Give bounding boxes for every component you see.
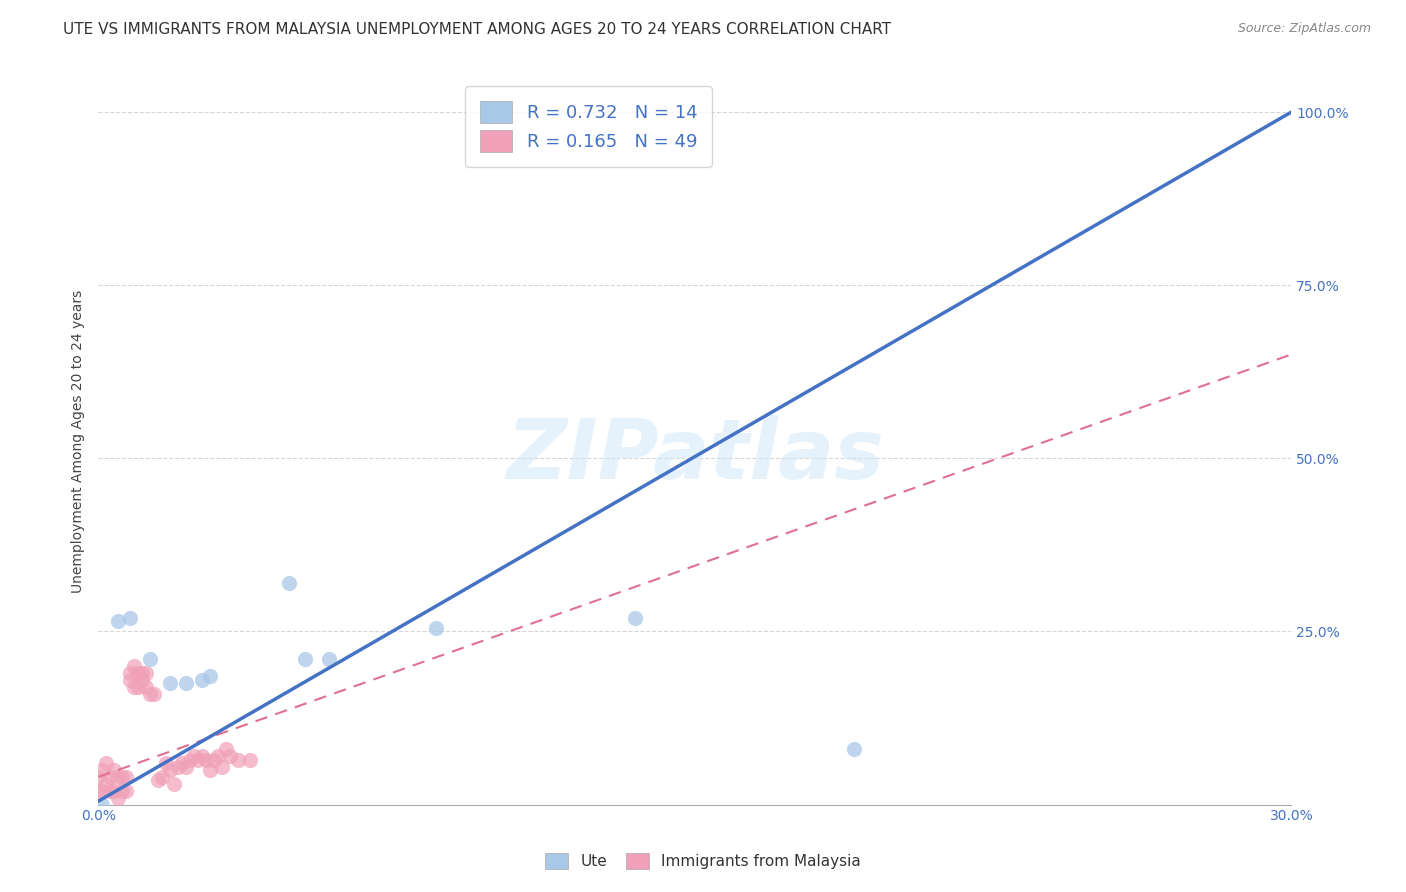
- Point: [183, 749, 205, 764]
- Point: [103, 763, 125, 777]
- Point: [624, 610, 647, 624]
- Point: [91, 797, 114, 812]
- Point: [238, 753, 260, 767]
- Point: [115, 770, 138, 784]
- Point: [207, 749, 229, 764]
- Point: [98, 770, 121, 784]
- Point: [120, 610, 142, 624]
- Legend: Ute, Immigrants from Malaysia: Ute, Immigrants from Malaysia: [540, 847, 866, 875]
- Point: [294, 652, 316, 666]
- Point: [842, 742, 865, 756]
- Point: [98, 784, 121, 798]
- Point: [159, 676, 181, 690]
- Point: [155, 756, 177, 770]
- Point: [179, 753, 201, 767]
- Point: [159, 763, 181, 777]
- Point: [127, 680, 149, 694]
- Point: [202, 753, 225, 767]
- Point: [127, 666, 149, 681]
- Point: [103, 784, 125, 798]
- Point: [122, 659, 145, 673]
- Point: [131, 666, 153, 681]
- Point: [139, 652, 162, 666]
- Point: [318, 652, 340, 666]
- Point: [278, 576, 301, 591]
- Point: [91, 763, 114, 777]
- Point: [96, 777, 118, 791]
- Point: [163, 777, 186, 791]
- Point: [111, 770, 134, 784]
- Point: [87, 770, 110, 784]
- Point: [198, 763, 221, 777]
- Point: [122, 680, 145, 694]
- Point: [187, 753, 209, 767]
- Point: [115, 784, 138, 798]
- Y-axis label: Unemployment Among Ages 20 to 24 years: Unemployment Among Ages 20 to 24 years: [72, 289, 86, 592]
- Point: [215, 742, 238, 756]
- Point: [218, 749, 240, 764]
- Point: [107, 770, 129, 784]
- Text: UTE VS IMMIGRANTS FROM MALAYSIA UNEMPLOYMENT AMONG AGES 20 TO 24 YEARS CORRELATI: UTE VS IMMIGRANTS FROM MALAYSIA UNEMPLOY…: [63, 22, 891, 37]
- Legend: R = 0.732   N = 14, R = 0.165   N = 49: R = 0.732 N = 14, R = 0.165 N = 49: [465, 87, 711, 167]
- Text: Source: ZipAtlas.com: Source: ZipAtlas.com: [1237, 22, 1371, 36]
- Point: [425, 621, 447, 635]
- Text: ZIPatlas: ZIPatlas: [506, 415, 884, 496]
- Point: [174, 676, 197, 690]
- Point: [211, 759, 233, 773]
- Point: [170, 756, 193, 770]
- Point: [194, 753, 217, 767]
- Point: [91, 784, 114, 798]
- Point: [120, 666, 142, 681]
- Point: [111, 784, 134, 798]
- Point: [96, 756, 118, 770]
- Point: [107, 614, 129, 628]
- Point: [131, 673, 153, 687]
- Point: [143, 687, 166, 701]
- Point: [135, 666, 157, 681]
- Point: [191, 749, 214, 764]
- Point: [120, 673, 142, 687]
- Point: [191, 673, 214, 687]
- Point: [87, 784, 110, 798]
- Point: [198, 669, 221, 683]
- Point: [150, 770, 173, 784]
- Point: [174, 759, 197, 773]
- Point: [107, 790, 129, 805]
- Point: [139, 687, 162, 701]
- Point: [167, 759, 190, 773]
- Point: [226, 753, 249, 767]
- Point: [135, 680, 157, 694]
- Point: [146, 773, 169, 788]
